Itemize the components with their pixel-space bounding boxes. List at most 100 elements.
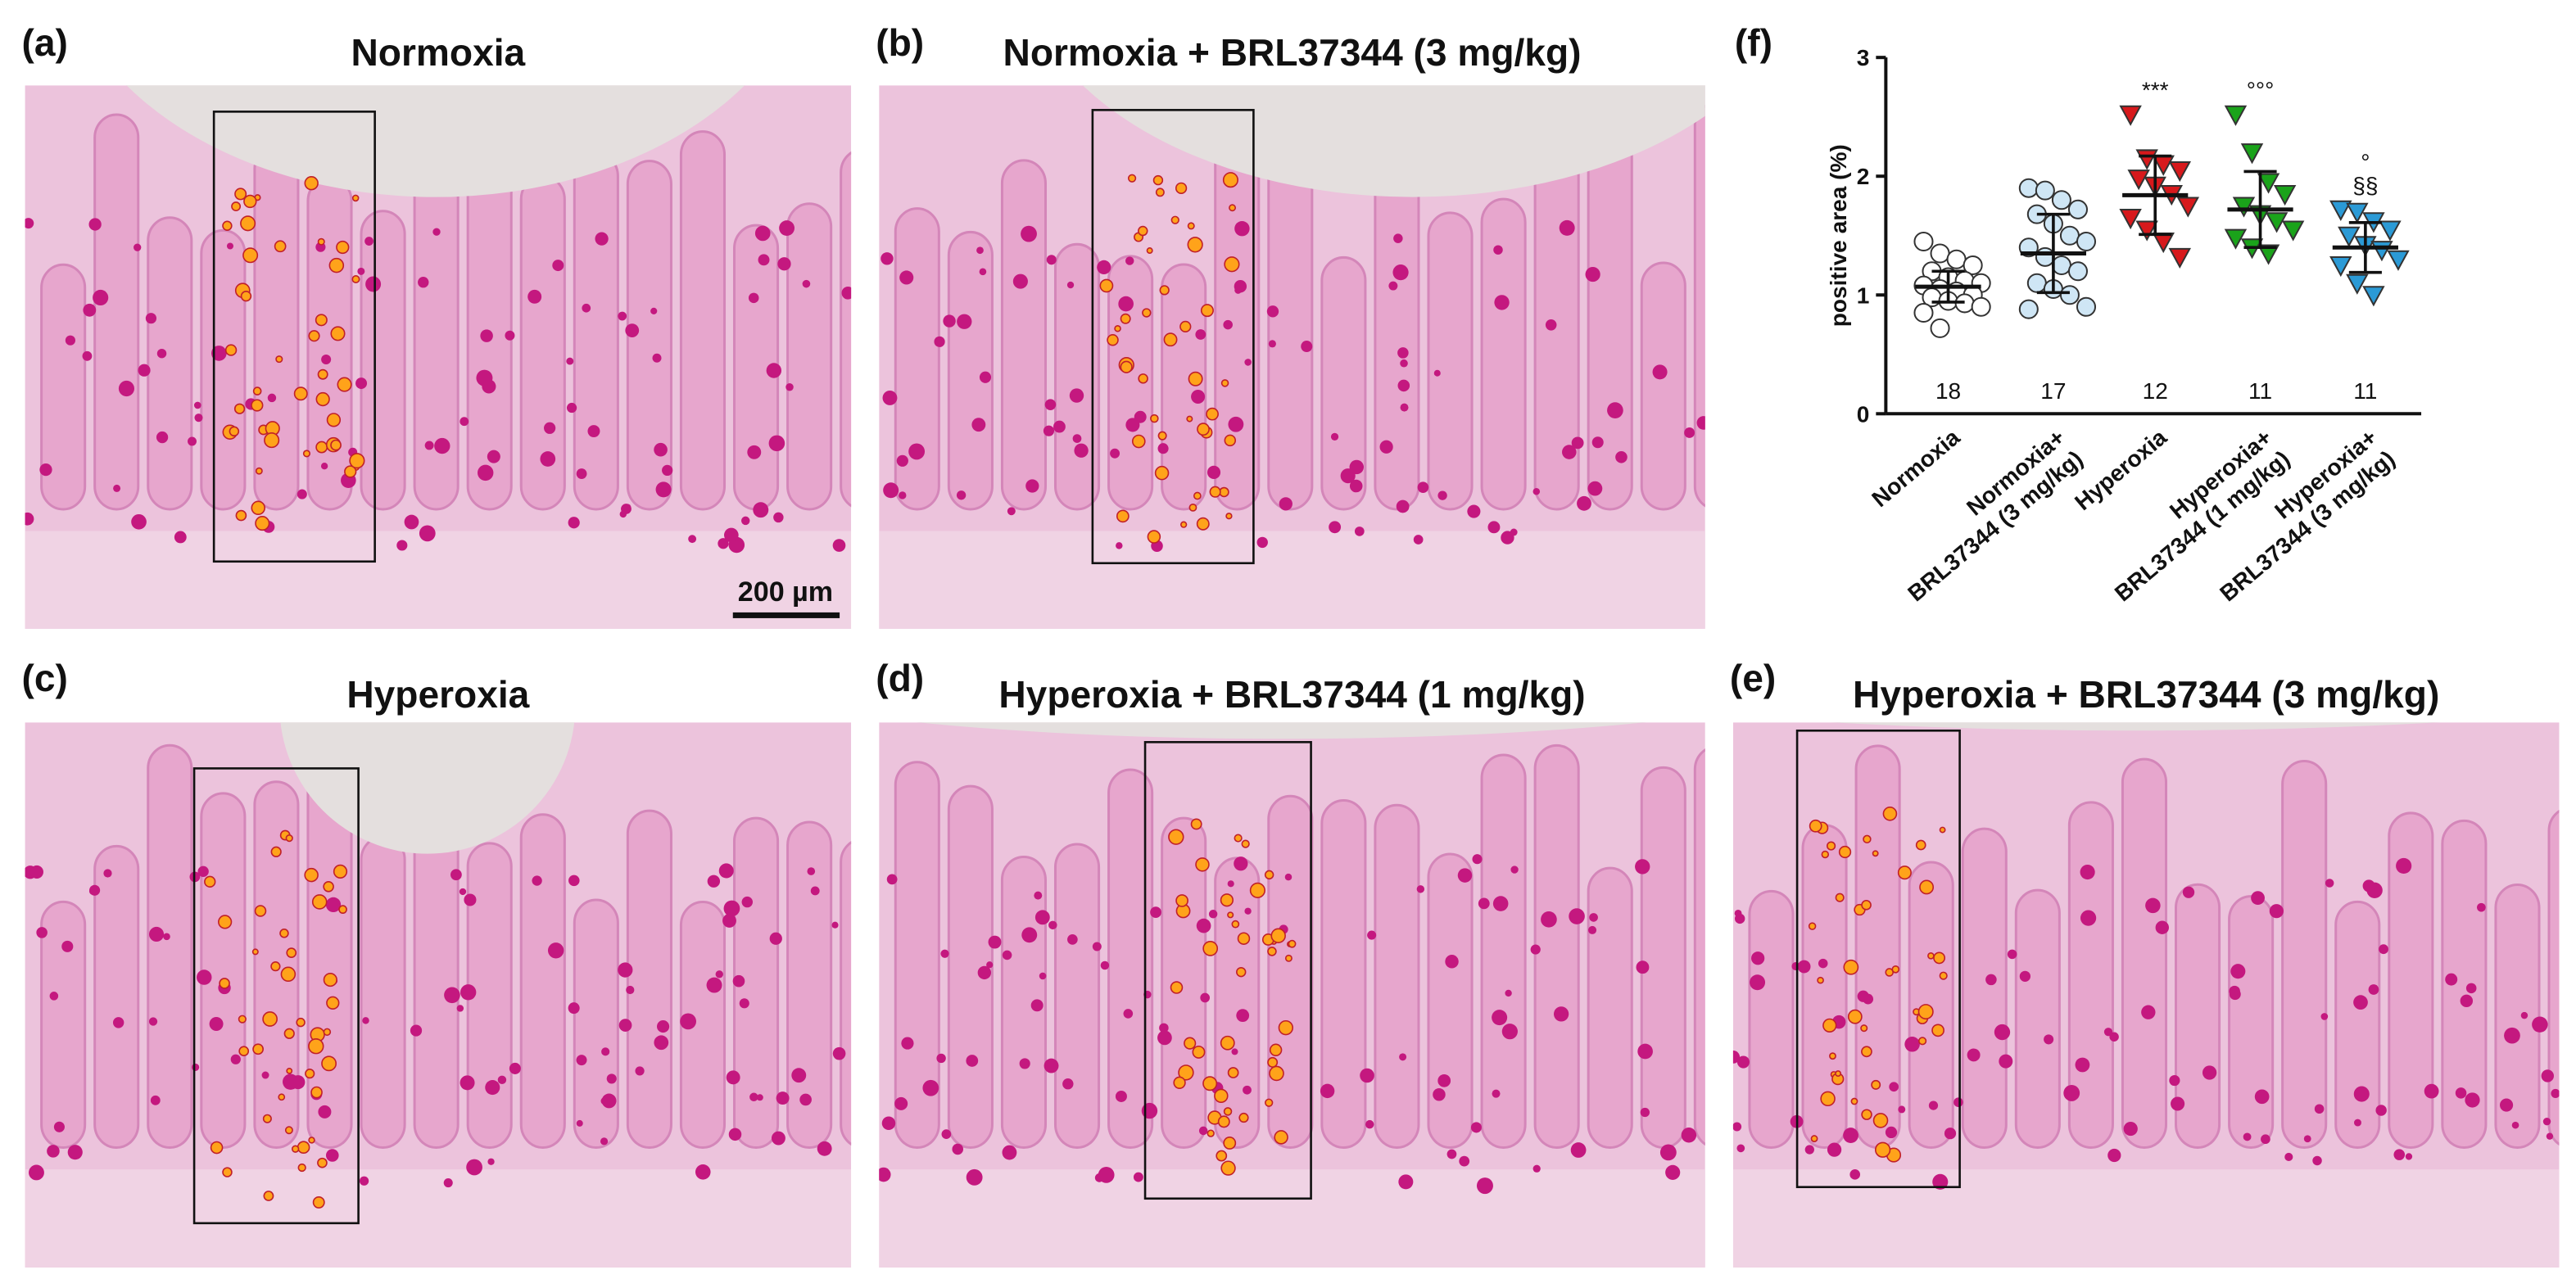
goblet-cell xyxy=(1118,297,1131,311)
goblet-cell xyxy=(1994,1024,2011,1041)
stained-spot xyxy=(1274,1130,1288,1145)
goblet-cell xyxy=(359,1176,369,1186)
goblet-cell xyxy=(89,884,101,896)
stained-spot xyxy=(238,1015,247,1024)
stained-spot xyxy=(1147,530,1161,544)
stained-spot xyxy=(1238,1112,1249,1123)
goblet-cell xyxy=(728,1128,742,1141)
goblet-cell xyxy=(568,1002,580,1015)
goblet-cell xyxy=(36,927,48,938)
stained-spot xyxy=(264,432,280,449)
goblet-cell xyxy=(1470,1122,1482,1133)
scale-bar xyxy=(732,612,840,618)
panel-label: (a) xyxy=(22,21,68,64)
goblet-cell xyxy=(2202,1065,2217,1080)
goblet-cell xyxy=(1843,1128,1858,1143)
micrograph xyxy=(25,85,852,629)
goblet-cell xyxy=(478,464,494,481)
stained-spot xyxy=(323,1028,332,1037)
data-point xyxy=(2035,180,2055,201)
goblet-cell xyxy=(1985,974,1997,986)
goblet-cell xyxy=(1198,1126,1208,1136)
villus xyxy=(1427,852,1474,1150)
data-point xyxy=(2035,246,2055,267)
data-point xyxy=(2232,197,2256,218)
goblet-cell xyxy=(943,314,956,328)
goblet-cell xyxy=(723,900,740,917)
stained-spot xyxy=(1154,465,1170,481)
stained-spot xyxy=(1863,834,1872,844)
villus xyxy=(2547,809,2560,1146)
goblet-cell xyxy=(1094,1173,1104,1182)
goblet-cell xyxy=(1413,535,1424,545)
goblet-cell xyxy=(1228,416,1244,432)
data-point xyxy=(2338,226,2361,247)
goblet-cell xyxy=(1207,465,1221,479)
goblet-cell xyxy=(2145,897,2161,914)
goblet-cell xyxy=(1501,1024,1518,1040)
goblet-cell xyxy=(47,1145,60,1158)
stained-spot xyxy=(1227,911,1234,919)
stained-spot xyxy=(317,1157,328,1168)
goblet-cell xyxy=(485,1080,500,1096)
goblet-cell xyxy=(2424,1083,2439,1099)
goblet-cell xyxy=(134,243,142,251)
goblet-cell xyxy=(267,393,277,403)
stained-spot xyxy=(240,215,256,232)
goblet-cell xyxy=(779,220,795,236)
data-point xyxy=(2059,225,2080,246)
goblet-cell xyxy=(2063,1085,2080,1101)
goblet-cell xyxy=(156,431,169,444)
villus xyxy=(413,141,460,511)
goblet-cell xyxy=(1208,910,1218,919)
goblet-cell xyxy=(976,246,984,255)
goblet-cell xyxy=(418,277,429,288)
goblet-cell xyxy=(1301,341,1313,353)
goblet-cell xyxy=(662,464,673,477)
goblet-cell xyxy=(2455,1087,2467,1099)
stained-spot xyxy=(308,1038,324,1055)
goblet-cell xyxy=(1397,347,1409,359)
stained-spot xyxy=(279,929,289,938)
data-point xyxy=(2076,231,2097,252)
goblet-cell xyxy=(497,1075,507,1085)
stained-spot xyxy=(1835,1070,1842,1078)
data-point xyxy=(2329,255,2352,278)
stained-spot xyxy=(275,355,283,364)
goblet-cell xyxy=(922,1079,939,1096)
goblet-cell xyxy=(1159,1023,1169,1033)
goblet-cell xyxy=(1637,1043,1653,1060)
goblet-cell xyxy=(476,369,493,386)
goblet-cell xyxy=(2520,1011,2528,1019)
lumen xyxy=(1835,722,2437,731)
goblet-cell xyxy=(1244,907,1252,915)
goblet-cell xyxy=(1030,999,1044,1012)
data-point xyxy=(2362,286,2385,307)
villus xyxy=(93,113,140,511)
stained-spot xyxy=(210,1141,224,1155)
goblet-cell xyxy=(2229,988,2241,1001)
goblet-cell xyxy=(1072,434,1082,443)
villus xyxy=(1053,242,1101,511)
goblet-cell xyxy=(410,1024,423,1037)
stained-spot xyxy=(317,237,325,246)
stained-spot xyxy=(297,1163,306,1173)
goblet-cell xyxy=(966,1055,979,1067)
goblet-cell xyxy=(1607,402,1623,418)
stained-spot xyxy=(326,413,342,427)
stained-spot xyxy=(238,1046,250,1057)
stained-spot xyxy=(1188,371,1203,386)
goblet-cell xyxy=(1459,1155,1470,1167)
stained-spot xyxy=(351,274,360,283)
stained-spot xyxy=(344,465,357,478)
panel-label: (d) xyxy=(876,657,924,699)
stained-spot xyxy=(302,450,311,458)
roi-box xyxy=(212,111,376,563)
goblet-cell xyxy=(1021,927,1038,943)
goblet-cell xyxy=(1562,445,1577,459)
submucosa xyxy=(879,531,1705,629)
stained-spot xyxy=(1826,841,1836,851)
goblet-cell xyxy=(753,502,769,518)
stained-spot xyxy=(1234,834,1243,843)
panel-label: (f) xyxy=(1735,21,1772,64)
